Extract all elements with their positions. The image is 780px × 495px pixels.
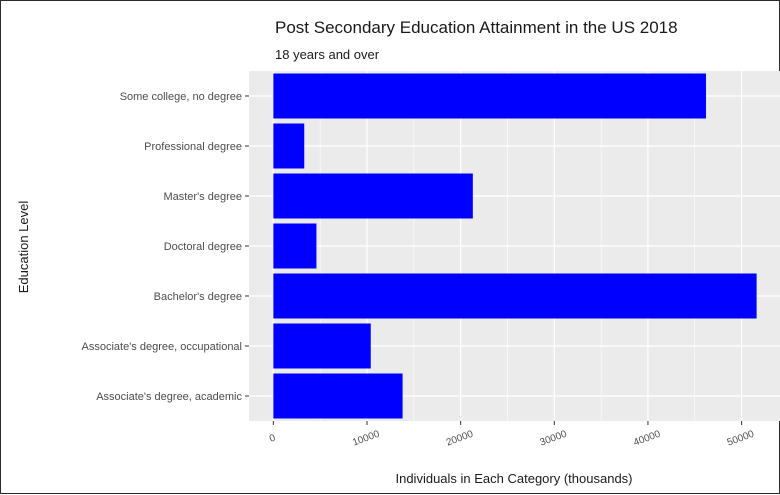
y-tick-label: Doctoral degree bbox=[164, 241, 242, 253]
x-tick-label: 30000 bbox=[538, 429, 568, 449]
y-tick-label: Professional degree bbox=[144, 141, 242, 153]
y-tick-label: Some college, no degree bbox=[120, 91, 242, 103]
bar bbox=[273, 373, 403, 419]
x-tick-label: 0 bbox=[268, 432, 277, 444]
y-axis-title: Education Level bbox=[16, 201, 31, 294]
x-tick-label: 20000 bbox=[445, 429, 475, 449]
chart-subtitle: 18 years and over bbox=[275, 47, 380, 62]
bar bbox=[273, 273, 757, 319]
bar bbox=[273, 173, 473, 219]
bar bbox=[273, 73, 707, 119]
bar bbox=[273, 223, 317, 269]
x-tick-label: 10000 bbox=[351, 429, 381, 449]
y-tick-label: Master's degree bbox=[163, 191, 242, 203]
x-tick-label: 40000 bbox=[632, 429, 662, 449]
bar bbox=[273, 123, 305, 169]
x-axis: 0 10000 20000 30000 40000 50000 bbox=[268, 421, 756, 449]
y-tick-label: Bachelor's degree bbox=[154, 291, 242, 303]
chart-title: Post Secondary Education Attainment in t… bbox=[275, 18, 678, 37]
y-axis: Some college, no degree Professional degr… bbox=[82, 91, 249, 403]
y-tick-label: Associate's degree, occupational bbox=[82, 341, 242, 353]
y-tick-label: Associate's degree, academic bbox=[96, 391, 242, 403]
x-tick-label: 50000 bbox=[726, 429, 756, 449]
bar bbox=[273, 323, 371, 369]
bars bbox=[273, 73, 757, 419]
x-axis-title: Individuals in Each Category (thousands) bbox=[395, 471, 632, 486]
